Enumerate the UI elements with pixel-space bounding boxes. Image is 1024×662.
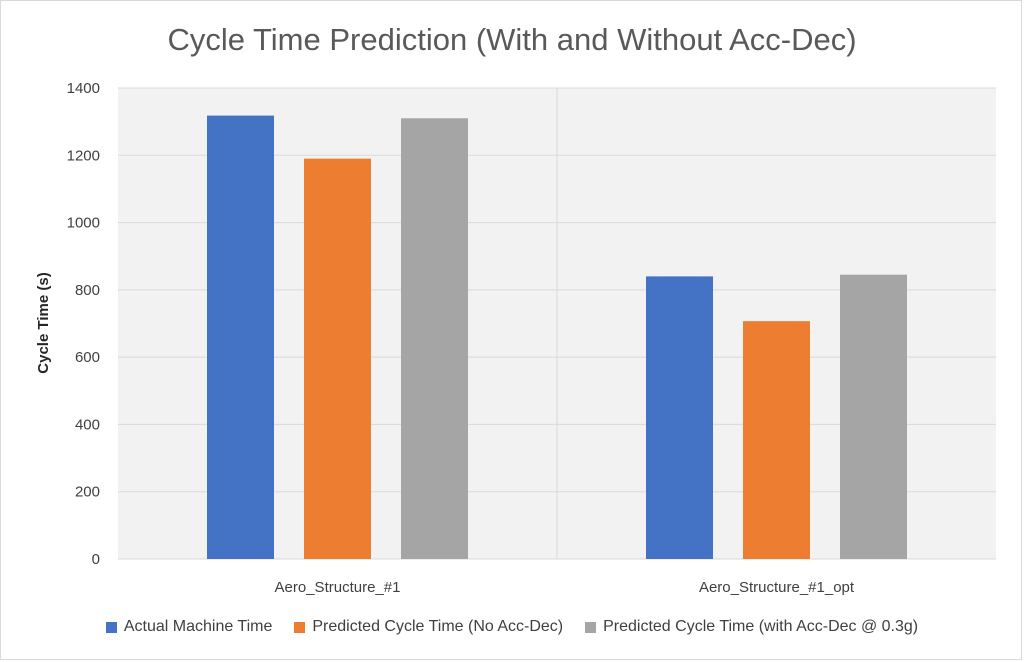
legend-label: Predicted Cycle Time (No Acc-Dec) [312, 618, 564, 635]
bars [207, 115, 907, 560]
legend-item: Actual Machine Time [105, 618, 273, 636]
chart-title: Cycle Time Prediction (With and Without … [167, 22, 857, 57]
legend-label: Predicted Cycle Time (with Acc-Dec @ 0.3… [603, 618, 919, 635]
bar [304, 158, 371, 559]
bar [743, 321, 810, 559]
y-tick-label: 1000 [67, 215, 100, 232]
x-tick-label: Aero_Structure_#1 [275, 579, 401, 596]
y-tick-label: 1200 [67, 147, 100, 164]
legend: Actual Machine Time Predicted Cycle Time … [0, 618, 1024, 636]
legend-swatch [294, 621, 306, 633]
bar [840, 274, 907, 559]
x-axis-ticks: Aero_Structure_#1 Aero_Structure_#1_opt [275, 579, 855, 596]
legend-item: Predicted Cycle Time (No Acc-Dec) [294, 618, 563, 636]
legend-item: Predicted Cycle Time (with Acc-Dec @ 0.3… [585, 618, 918, 636]
y-tick-label: 1400 [67, 80, 100, 97]
legend-swatch [105, 621, 117, 633]
x-tick-label: Aero_Structure_#1_opt [699, 579, 855, 596]
legend-label: Actual Machine Time [123, 618, 273, 635]
bar [646, 276, 713, 559]
y-axis-label: Cycle Time (s) [35, 272, 52, 373]
bar [401, 118, 468, 560]
y-tick-label: 0 [92, 551, 100, 568]
y-tick-label: 600 [75, 349, 100, 366]
legend-swatch [585, 621, 597, 633]
y-tick-label: 800 [75, 282, 100, 299]
y-axis-ticks: 0 200 400 600 800 1000 1200 1400 [67, 80, 100, 568]
y-tick-label: 200 [75, 484, 100, 501]
y-tick-label: 400 [75, 416, 100, 433]
bar [207, 115, 274, 559]
